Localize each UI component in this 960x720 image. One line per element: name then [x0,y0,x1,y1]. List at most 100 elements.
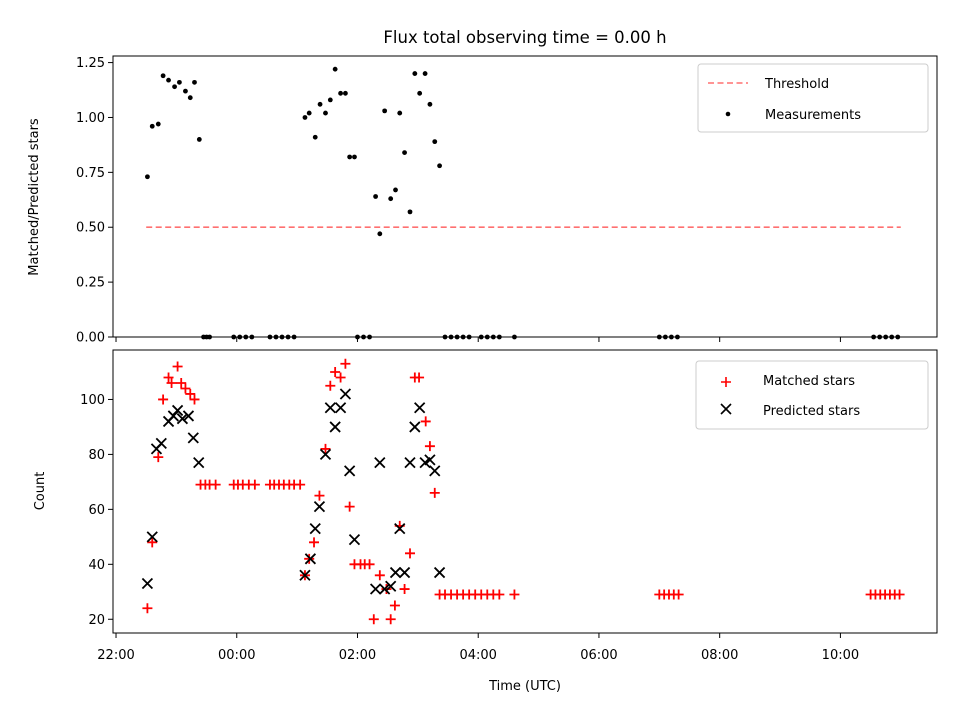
matched-star-point [309,537,320,548]
legend-predicted-label: Predicted stars [763,404,860,419]
measurement-point [317,101,323,107]
predicted-star-point [304,553,317,565]
matched-star-point [172,361,183,372]
matched-star-point [344,501,355,512]
measurement-point [160,73,166,79]
matched-star-point [142,603,153,614]
chart-title: Flux total observing time = 0.00 h [383,28,666,47]
matched-star-point [314,490,325,501]
predicted-star-point [398,566,411,579]
matched-star-point [389,600,400,611]
x-tick-label: 06:00 [580,648,617,663]
predicted-star-point [329,421,341,433]
predicted-star-point [171,404,184,417]
bottom-y-axis-label: Count [33,472,48,511]
x-tick-label: 02:00 [339,648,376,663]
legend-predicted-marker [720,403,732,415]
bottom-y-tick-label: 100 [80,393,105,408]
matched-star-point [320,443,331,454]
x-tick-label: 04:00 [459,648,496,663]
measurement-point [302,115,308,120]
matched-star-point [295,479,306,490]
matched-star-point [189,394,200,405]
measurement-point [338,90,343,96]
predicted-star-point [155,437,167,450]
bottom-y-ticks: 20 40 60 80 100 [80,393,113,628]
matched-star-point [494,589,505,600]
predicted-star-point [334,402,347,414]
top-y-tick-label: 0.50 [76,221,105,236]
predicted-star-point [146,531,158,543]
matched-star-point [249,479,260,490]
matched-star-point [158,394,169,405]
x-tick-label: 00:00 [218,648,255,663]
predicted-star-point [379,583,391,595]
matched-star-point [414,372,425,383]
top-y-tick-label: 1.25 [76,56,105,71]
measurement-point [347,154,353,160]
predicted-star-point [182,410,195,422]
matched-star-point [340,358,351,369]
matched-star-point [210,479,221,490]
measurement-point [187,95,193,101]
measurement-point [432,139,438,145]
bottom-legend: Matched stars Predicted stars [695,360,929,430]
legend-matched-marker [721,377,731,387]
predicted-star-point [433,566,446,579]
predicted-star-point [394,522,406,535]
matched-star-point [673,589,684,600]
predicted-star-point [313,500,326,513]
predicted-star-point [309,522,321,535]
matched-star-point [166,377,177,388]
top-y-ticks: 0.00 0.25 0.50 0.75 1.00 1.25 [76,56,113,346]
top-axes-frame [112,55,938,338]
x-tick-label: 10:00 [822,648,859,663]
bottom-y-tick-label: 20 [88,613,105,628]
matched-star-point [509,589,520,600]
bottom-plot-area [141,358,905,625]
matched-star-point [185,388,196,399]
predicted-star-point [319,448,332,461]
measurement-point [166,77,171,83]
measurement-point [183,88,188,94]
predicted-star-point [369,583,382,595]
predicted-star-point [339,388,352,400]
top-y-tick-label: 0.00 [76,331,105,346]
measurement-point [397,110,403,116]
predicted-star-point [409,421,421,433]
measurement-point [177,79,182,85]
matched-star-point [163,372,174,383]
measurement-point [427,101,433,107]
bottom-legend-box [695,360,929,430]
measurement-point [393,187,398,193]
top-panel: 0.00 0.25 0.50 0.75 1.00 1.25 Matched/Predict… [27,55,938,346]
top-legend: Threshold Measurements [697,63,929,133]
matched-star-point [381,584,392,595]
matched-star-point [399,584,410,595]
bottom-x-ticks: 22:00 00:00 02:00 04:00 06:00 08:00 10:00 [97,633,859,663]
measurement-point [437,163,442,169]
measurement-point [343,90,348,96]
matched-star-point [420,416,431,427]
measurement-point [155,121,161,127]
measurement-point [145,174,150,180]
legend-measurements-marker [725,111,731,117]
x-tick-label: 22:00 [97,648,134,663]
measurement-point [412,71,418,76]
predicted-star-point [299,569,311,581]
matched-star-point [429,487,440,498]
top-legend-box [697,63,929,133]
matched-star-point [894,589,905,600]
legend-matched-label: Matched stars [763,374,855,389]
predicted-star-point [374,457,386,469]
predicted-star-point [385,580,397,592]
predicted-star-point [414,402,426,414]
matched-star-point [147,537,158,548]
measurement-point [422,71,428,76]
x-tick-label: 08:00 [701,648,738,663]
measurement-point [352,154,357,160]
legend-threshold-label: Threshold [764,77,829,92]
matched-star-point [176,377,187,388]
matched-star-point [335,372,346,383]
